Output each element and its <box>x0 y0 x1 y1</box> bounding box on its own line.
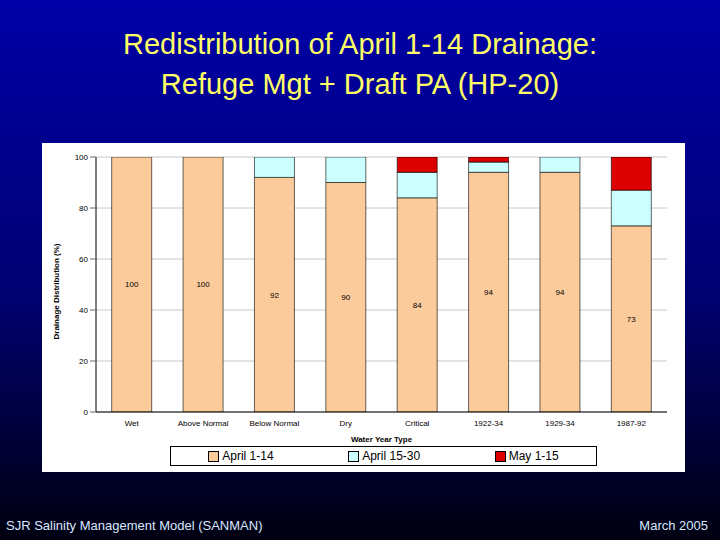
html-text:Redistribution of April 1-14 D: Redistribution of April 1-14 Drainage: <box>123 28 597 60</box>
html-text:May 1-15: May 1-15 <box>508 449 559 463</box>
svg-text:92: 92 <box>270 291 279 300</box>
svg-text:40: 40 <box>79 306 88 315</box>
svg-text:84: 84 <box>413 301 422 310</box>
svg-text:1987-92: 1987-92 <box>617 419 647 428</box>
svg-text:Wet: Wet <box>125 419 140 428</box>
svg-text:Below Normal: Below Normal <box>250 419 300 428</box>
svg-text:100: 100 <box>196 280 210 289</box>
svg-text:1922-34: 1922-34 <box>474 419 504 428</box>
html-text:SJR Salinity Management Model: SJR Salinity Management Model (SANMAN) <box>6 518 263 533</box>
svg-text:100: 100 <box>125 280 139 289</box>
svg-text:73: 73 <box>627 315 636 324</box>
svg-text:1929-34: 1929-34 <box>545 419 575 428</box>
svg-text:60: 60 <box>79 255 88 264</box>
svg-text:20: 20 <box>79 357 88 366</box>
svg-text:Critical: Critical <box>405 419 430 428</box>
html-text:April 15-30: April 15-30 <box>362 449 421 463</box>
svg-text:Dry: Dry <box>340 419 352 428</box>
svg-text:80: 80 <box>79 204 88 213</box>
svg-text:100: 100 <box>75 153 89 162</box>
html-text:March 2005: March 2005 <box>639 518 708 533</box>
html-text:Refuge Mgt + Draft PA (HP-20): Refuge Mgt + Draft PA (HP-20) <box>160 68 560 100</box>
svg-text:Above Normal: Above Normal <box>178 419 229 428</box>
svg-text:Drainage Distribution (%): Drainage Distribution (%) <box>52 243 61 339</box>
svg-text:Water Year Type: Water Year Type <box>351 435 413 444</box>
html-text:April 1-14: April 1-14 <box>222 449 274 463</box>
svg-text:94: 94 <box>555 288 564 297</box>
svg-text:94: 94 <box>484 288 493 297</box>
svg-text:0: 0 <box>84 408 89 417</box>
svg-text:90: 90 <box>341 293 350 302</box>
